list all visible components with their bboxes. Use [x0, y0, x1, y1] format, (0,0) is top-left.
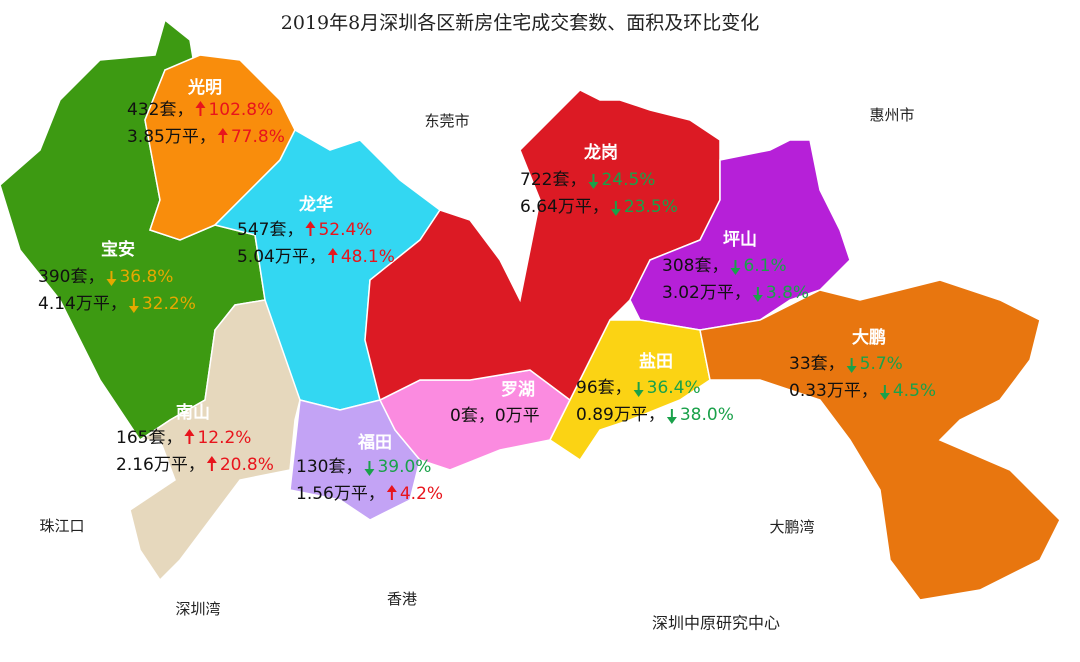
value-text: 0.89万平， — [576, 405, 665, 425]
arrow-head — [195, 101, 206, 108]
value-text: 96套， — [576, 378, 632, 398]
place-label: 深圳湾 — [175, 600, 220, 618]
value-text: 5.04万平， — [237, 247, 326, 267]
district-name: 福田 — [357, 432, 392, 453]
change-arrow — [386, 485, 397, 500]
value-text: 308套， — [662, 256, 728, 276]
change-text: 52.4% — [318, 220, 372, 240]
district-name: 罗湖 — [501, 380, 535, 400]
change-text: 5.7% — [860, 354, 903, 374]
value-text: 33套， — [789, 354, 845, 374]
change-text: 4.5% — [893, 381, 936, 401]
value-text: 165套， — [116, 428, 182, 448]
arrow-head — [128, 306, 139, 313]
source: 深圳中原研究中心 — [652, 614, 780, 633]
district-name: 龙华 — [298, 194, 333, 215]
change-arrow — [588, 174, 599, 189]
arrow-head — [879, 393, 890, 400]
change-arrow — [666, 409, 677, 424]
change-arrow — [730, 260, 741, 275]
arrow-head — [386, 485, 397, 492]
dapeng-region — [699, 279, 1061, 601]
arrow-head — [206, 456, 217, 463]
change-text: 32.2% — [142, 294, 196, 314]
arrow-head — [846, 366, 857, 373]
value-text: 1.56万平， — [296, 484, 385, 504]
change-arrow — [184, 429, 195, 444]
place-label: 香港 — [387, 590, 417, 608]
arrow-head — [327, 248, 338, 255]
change-arrow — [128, 298, 139, 313]
arrow-head — [610, 209, 621, 216]
value-text: 0套， — [450, 406, 495, 426]
place-label: 惠州市 — [869, 106, 914, 124]
change-text: 20.8% — [220, 455, 274, 475]
arrow-head — [184, 429, 195, 436]
change-text: 6.1% — [743, 256, 786, 276]
arrow-head — [588, 182, 599, 189]
district-name: 龙岗 — [583, 142, 618, 163]
district-name: 南山 — [176, 402, 210, 423]
change-arrow — [327, 248, 338, 263]
district-name: 坪山 — [723, 230, 757, 250]
change-text: 38.0% — [680, 405, 734, 425]
value-text: 4.14万平， — [38, 294, 127, 314]
regions — [0, 18, 1061, 601]
change-text: 77.8% — [231, 127, 285, 147]
change-text: 48.1% — [341, 247, 395, 267]
arrow-head — [752, 295, 763, 302]
futian-region — [289, 399, 421, 521]
change-text: 3.8% — [766, 283, 809, 303]
change-arrow — [195, 101, 206, 116]
change-arrow — [364, 461, 375, 476]
value-text: 722套， — [520, 170, 586, 190]
value-text: 547套， — [237, 220, 303, 240]
change-text: 39.0% — [377, 457, 431, 477]
change-arrow — [879, 385, 890, 400]
arrow-head — [364, 469, 375, 476]
place-label: 东莞市 — [424, 112, 469, 130]
value-text: 2.16万平， — [116, 455, 205, 475]
change-arrow — [610, 201, 621, 216]
change-text: 36.8% — [119, 267, 173, 287]
change-arrow — [305, 221, 316, 236]
arrow-head — [106, 279, 117, 286]
change-arrow — [106, 271, 117, 286]
value-text: 390套， — [38, 267, 104, 287]
change-text: 12.2% — [197, 428, 251, 448]
title: 2019年8月深圳各区新房住宅成交套数、面积及环比变化 — [281, 12, 759, 34]
value-text: 3.85万平， — [127, 127, 216, 147]
nanshan-region — [129, 299, 301, 582]
change-text: 36.4% — [647, 378, 701, 398]
arrow-head — [305, 221, 316, 228]
change-text: 102.8% — [208, 100, 273, 120]
value-text: 432套， — [127, 100, 193, 120]
district-name: 宝安 — [101, 239, 135, 260]
arrow-head — [666, 417, 677, 424]
value-text: 3.02万平， — [662, 283, 751, 303]
district-name: 大鹏 — [852, 327, 886, 348]
district-name: 盐田 — [639, 351, 673, 372]
arrow-head — [730, 268, 741, 275]
longgang-region — [364, 89, 721, 402]
arrow-head — [633, 390, 644, 397]
change-arrow — [752, 287, 763, 302]
change-arrow — [633, 382, 644, 397]
place-label: 珠江口 — [39, 517, 84, 535]
change-text: 24.5% — [601, 170, 655, 190]
place-label: 大鹏湾 — [769, 518, 814, 536]
change-arrow — [846, 358, 857, 373]
value-text: 6.64万平， — [520, 197, 609, 217]
change-text: 23.5% — [624, 197, 678, 217]
value-text: 0.33万平， — [789, 381, 878, 401]
district-name: 光明 — [187, 77, 222, 98]
pingshan-region — [629, 139, 851, 331]
arrow-head — [217, 128, 228, 135]
change-arrow — [217, 128, 228, 143]
value-text: 0万平 — [495, 406, 540, 426]
change-text: 4.2% — [400, 484, 443, 504]
change-arrow — [206, 456, 217, 471]
value-text: 130套， — [296, 457, 362, 477]
